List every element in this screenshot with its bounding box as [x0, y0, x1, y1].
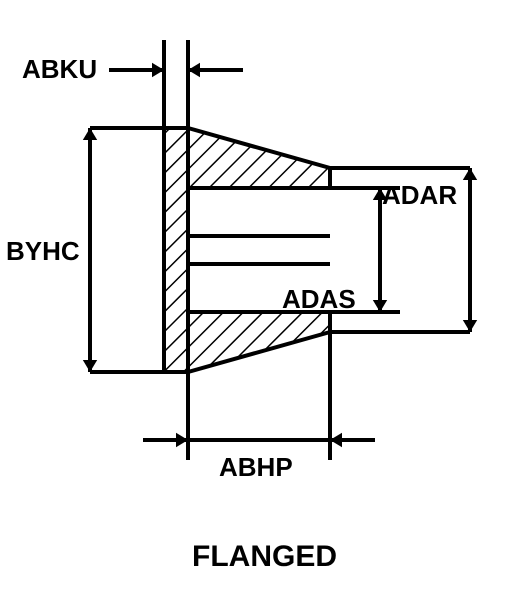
label-adas: ADAS [282, 284, 356, 315]
diagram-svg [0, 0, 529, 609]
label-abhp: ABHP [219, 452, 293, 483]
label-adar: ADAR [382, 180, 457, 211]
label-abku: ABKU [22, 54, 97, 85]
diagram-container: ABKU BYHC ABHP ADAS ADAR FLANGED [0, 0, 529, 609]
label-byhc: BYHC [6, 236, 80, 267]
diagram-title: FLANGED [0, 540, 529, 574]
